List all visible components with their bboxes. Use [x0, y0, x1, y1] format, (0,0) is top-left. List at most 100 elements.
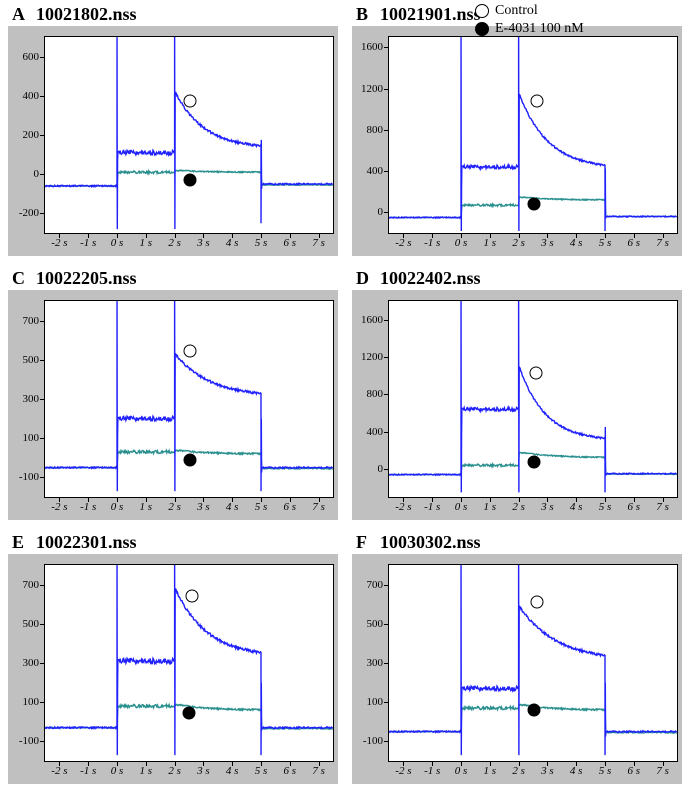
ytick-label: -100 [9, 735, 39, 747]
ytick-mark [384, 89, 389, 90]
ytick-label: -100 [9, 471, 39, 483]
panel-E: E10022301.nss-100100300500700-2 s-1 s0 s… [0, 528, 344, 792]
panel-letter: B [356, 4, 368, 25]
ytick-label: 700 [353, 579, 383, 591]
ytick-label: 1600 [353, 314, 383, 326]
xtick-label: 4 s [226, 765, 239, 777]
panel-letter: F [356, 532, 367, 553]
ytick-label: 300 [353, 657, 383, 669]
plot-area: 040080012001600-2 s-1 s0 s1 s2 s3 s4 s5 … [388, 36, 678, 234]
ytick-label: 500 [9, 618, 39, 630]
xtick-label: 7 s [312, 765, 325, 777]
ytick-mark [40, 321, 45, 322]
xtick-label: -2 s [395, 501, 411, 513]
xtick-label: -1 s [80, 765, 96, 777]
ytick-label: 600 [9, 51, 39, 63]
trace-svg [45, 37, 333, 233]
ytick-label: 400 [353, 165, 383, 177]
ytick-mark [384, 320, 389, 321]
xtick-label: 6 s [284, 237, 297, 249]
xtick-label: 6 s [628, 765, 641, 777]
closed-circle-icon [528, 198, 541, 211]
ytick-mark [384, 702, 389, 703]
xtick-label: 4 s [570, 237, 583, 249]
ytick-mark [384, 469, 389, 470]
xtick-label: 1 s [140, 765, 153, 777]
xtick-label: 7 s [312, 237, 325, 249]
xtick-label: 5 s [599, 765, 612, 777]
xtick-label: -1 s [424, 765, 440, 777]
ytick-mark [40, 702, 45, 703]
xtick-label: 3 s [541, 237, 554, 249]
xtick-label: 3 s [197, 237, 210, 249]
panel-title: 10030302.nss [380, 532, 481, 553]
panel-letter: A [12, 4, 25, 25]
ytick-mark [40, 174, 45, 175]
open-circle-icon [184, 94, 197, 107]
ytick-mark [384, 171, 389, 172]
legend-label-control: Control [495, 3, 538, 19]
legend: Control E-4031 100 nM [475, 3, 584, 39]
closed-circle-icon [184, 174, 197, 187]
xtick-label: 0 s [455, 765, 468, 777]
closed-circle-icon [475, 22, 489, 36]
ytick-mark [40, 360, 45, 361]
xtick-label: -1 s [80, 501, 96, 513]
xtick-label: 2 s [168, 501, 181, 513]
ytick-mark [384, 663, 389, 664]
ytick-mark [40, 477, 45, 478]
ytick-label: 700 [9, 579, 39, 591]
panel-title: 10021802.nss [36, 4, 137, 25]
xtick-label: 7 s [656, 501, 669, 513]
ytick-mark [40, 399, 45, 400]
ytick-label: 0 [353, 206, 383, 218]
panel-title: 10021901.nss [380, 4, 481, 25]
ytick-label: 800 [353, 388, 383, 400]
xtick-label: 3 s [197, 501, 210, 513]
plot-area: -100100300500700-2 s-1 s0 s1 s2 s3 s4 s5… [44, 564, 334, 762]
closed-circle-icon [528, 455, 541, 468]
xtick-label: 7 s [312, 501, 325, 513]
xtick-label: 2 s [512, 765, 525, 777]
open-circle-icon [529, 366, 542, 379]
panel-letter: D [356, 268, 369, 289]
panel-title: 10022205.nss [36, 268, 137, 289]
xtick-label: 1 s [140, 237, 153, 249]
ytick-mark [40, 585, 45, 586]
legend-label-treated: E-4031 100 nM [495, 21, 584, 37]
ytick-mark [384, 394, 389, 395]
open-circle-icon [185, 590, 198, 603]
xtick-label: 6 s [628, 501, 641, 513]
ytick-mark [384, 624, 389, 625]
xtick-label: 2 s [512, 237, 525, 249]
panel-C: C10022205.nss-100100300500700-2 s-1 s0 s… [0, 264, 344, 528]
ytick-label: 400 [9, 90, 39, 102]
xtick-label: 4 s [570, 501, 583, 513]
ytick-mark [40, 438, 45, 439]
xtick-label: -1 s [424, 501, 440, 513]
closed-circle-icon [183, 706, 196, 719]
xtick-label: 5 s [255, 765, 268, 777]
panel-A: A 10021802.nss -2000200400600-2 s-1 s0 s1 … [0, 0, 344, 264]
xtick-label: 5 s [255, 237, 268, 249]
ytick-label: 500 [353, 618, 383, 630]
ytick-label: 1200 [353, 83, 383, 95]
xtick-label: 0 s [455, 501, 468, 513]
xtick-label: 0 s [111, 501, 124, 513]
plot-area: -2000200400600-2 s-1 s0 s1 s2 s3 s4 s5 s… [44, 36, 334, 234]
open-circle-icon [531, 94, 544, 107]
ytick-mark [40, 741, 45, 742]
xtick-label: -1 s [424, 237, 440, 249]
ytick-label: -200 [9, 207, 39, 219]
trace-svg [45, 301, 333, 497]
xtick-label: 1 s [484, 237, 497, 249]
xtick-label: 4 s [226, 237, 239, 249]
xtick-label: 3 s [541, 765, 554, 777]
ytick-mark [384, 432, 389, 433]
trace-svg [389, 565, 677, 761]
panel-title: 10022301.nss [36, 532, 137, 553]
xtick-label: 5 s [599, 501, 612, 513]
xtick-label: 3 s [197, 765, 210, 777]
ytick-label: -100 [353, 735, 383, 747]
xtick-label: 6 s [628, 237, 641, 249]
